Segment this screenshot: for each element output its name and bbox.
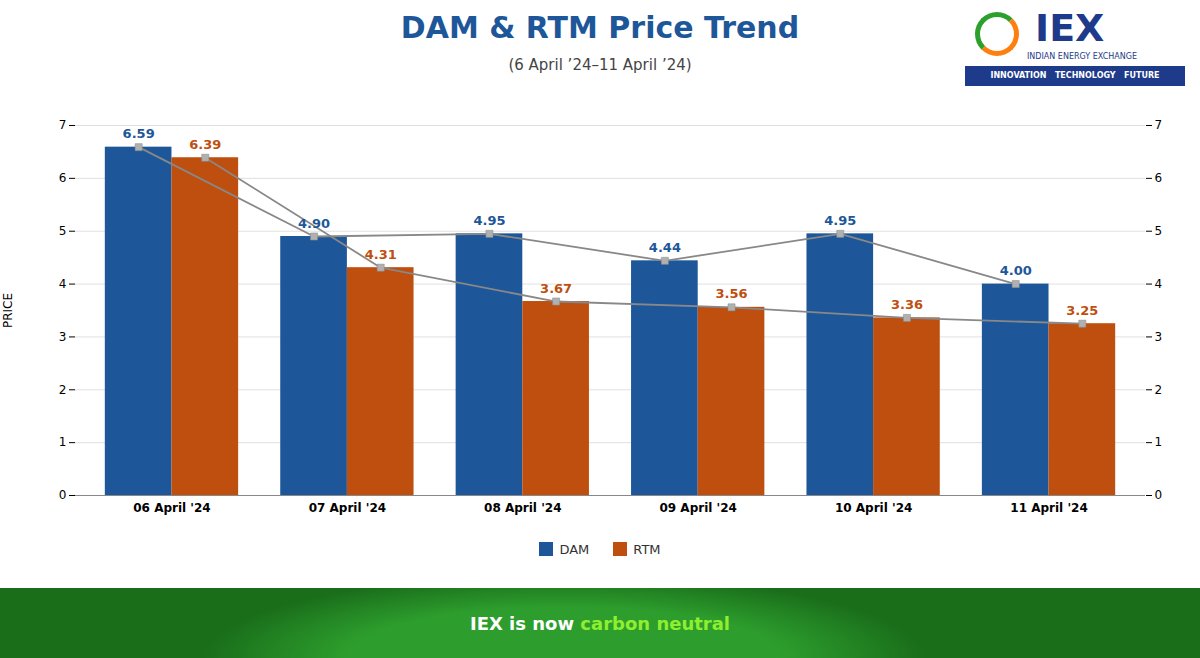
svg-text:10 April '24: 10 April '24 — [835, 501, 912, 515]
svg-text:4.00: 4.00 — [1000, 263, 1032, 278]
svg-text:11 April '24: 11 April '24 — [1010, 501, 1087, 515]
svg-text:06 April '24: 06 April '24 — [133, 501, 210, 515]
svg-text:09 April '24: 09 April '24 — [659, 501, 736, 515]
svg-text:4.90: 4.90 — [298, 216, 330, 231]
svg-text:PRICE: PRICE — [1, 293, 15, 328]
svg-text:3.56: 3.56 — [715, 286, 747, 301]
svg-text:3: 3 — [1155, 330, 1163, 344]
svg-text:3.67: 3.67 — [540, 281, 572, 296]
html-text:(6 April ’24–11 April ’24): (6 April ’24–11 April ’24) — [508, 56, 692, 74]
svg-text:5: 5 — [59, 224, 67, 238]
svg-text:2: 2 — [59, 383, 67, 397]
svg-text:07 April '24: 07 April '24 — [309, 501, 386, 515]
html-text:RTM: RTM — [633, 541, 661, 557]
svg-text:3.36: 3.36 — [891, 297, 923, 312]
svg-text:5: 5 — [1155, 224, 1163, 238]
svg-text:0: 0 — [1155, 488, 1163, 502]
svg-text:4.44: 4.44 — [649, 240, 681, 255]
svg-text:4.31: 4.31 — [365, 247, 397, 262]
svg-text:6.39: 6.39 — [189, 137, 221, 152]
svg-text:1: 1 — [59, 435, 67, 449]
svg-text:4: 4 — [59, 277, 67, 291]
svg-text:3.25: 3.25 — [1066, 303, 1098, 318]
html-text:IEX is now carbon neutral: IEX is now carbon neutral — [470, 612, 730, 634]
svg-text:6: 6 — [59, 171, 67, 185]
html-text:INNOVATION TECHNOLOGY FUTURE: INNOVATION TECHNOLOGY FUTURE — [990, 71, 1160, 80]
svg-text:08 April '24: 08 April '24 — [484, 501, 561, 515]
svg-text:4.95: 4.95 — [824, 213, 856, 228]
html-text:INDIAN ENERGY EXCHANGE: INDIAN ENERGY EXCHANGE — [1027, 52, 1137, 61]
svg-text:0: 0 — [59, 488, 67, 502]
html-text:IEX: IEX — [1035, 6, 1105, 50]
svg-text:6.59: 6.59 — [123, 126, 155, 141]
svg-text:3: 3 — [59, 330, 67, 344]
html-text:DAM & RTM Price Trend: DAM & RTM Price Trend — [400, 10, 800, 45]
svg-text:7: 7 — [59, 118, 67, 132]
svg-text:7: 7 — [1155, 118, 1163, 132]
html-text:DAM: DAM — [559, 541, 590, 557]
svg-text:2: 2 — [1155, 383, 1163, 397]
svg-text:4.95: 4.95 — [473, 213, 505, 228]
svg-text:6: 6 — [1155, 171, 1163, 185]
svg-text:4: 4 — [1155, 277, 1163, 291]
svg-text:1: 1 — [1155, 435, 1163, 449]
